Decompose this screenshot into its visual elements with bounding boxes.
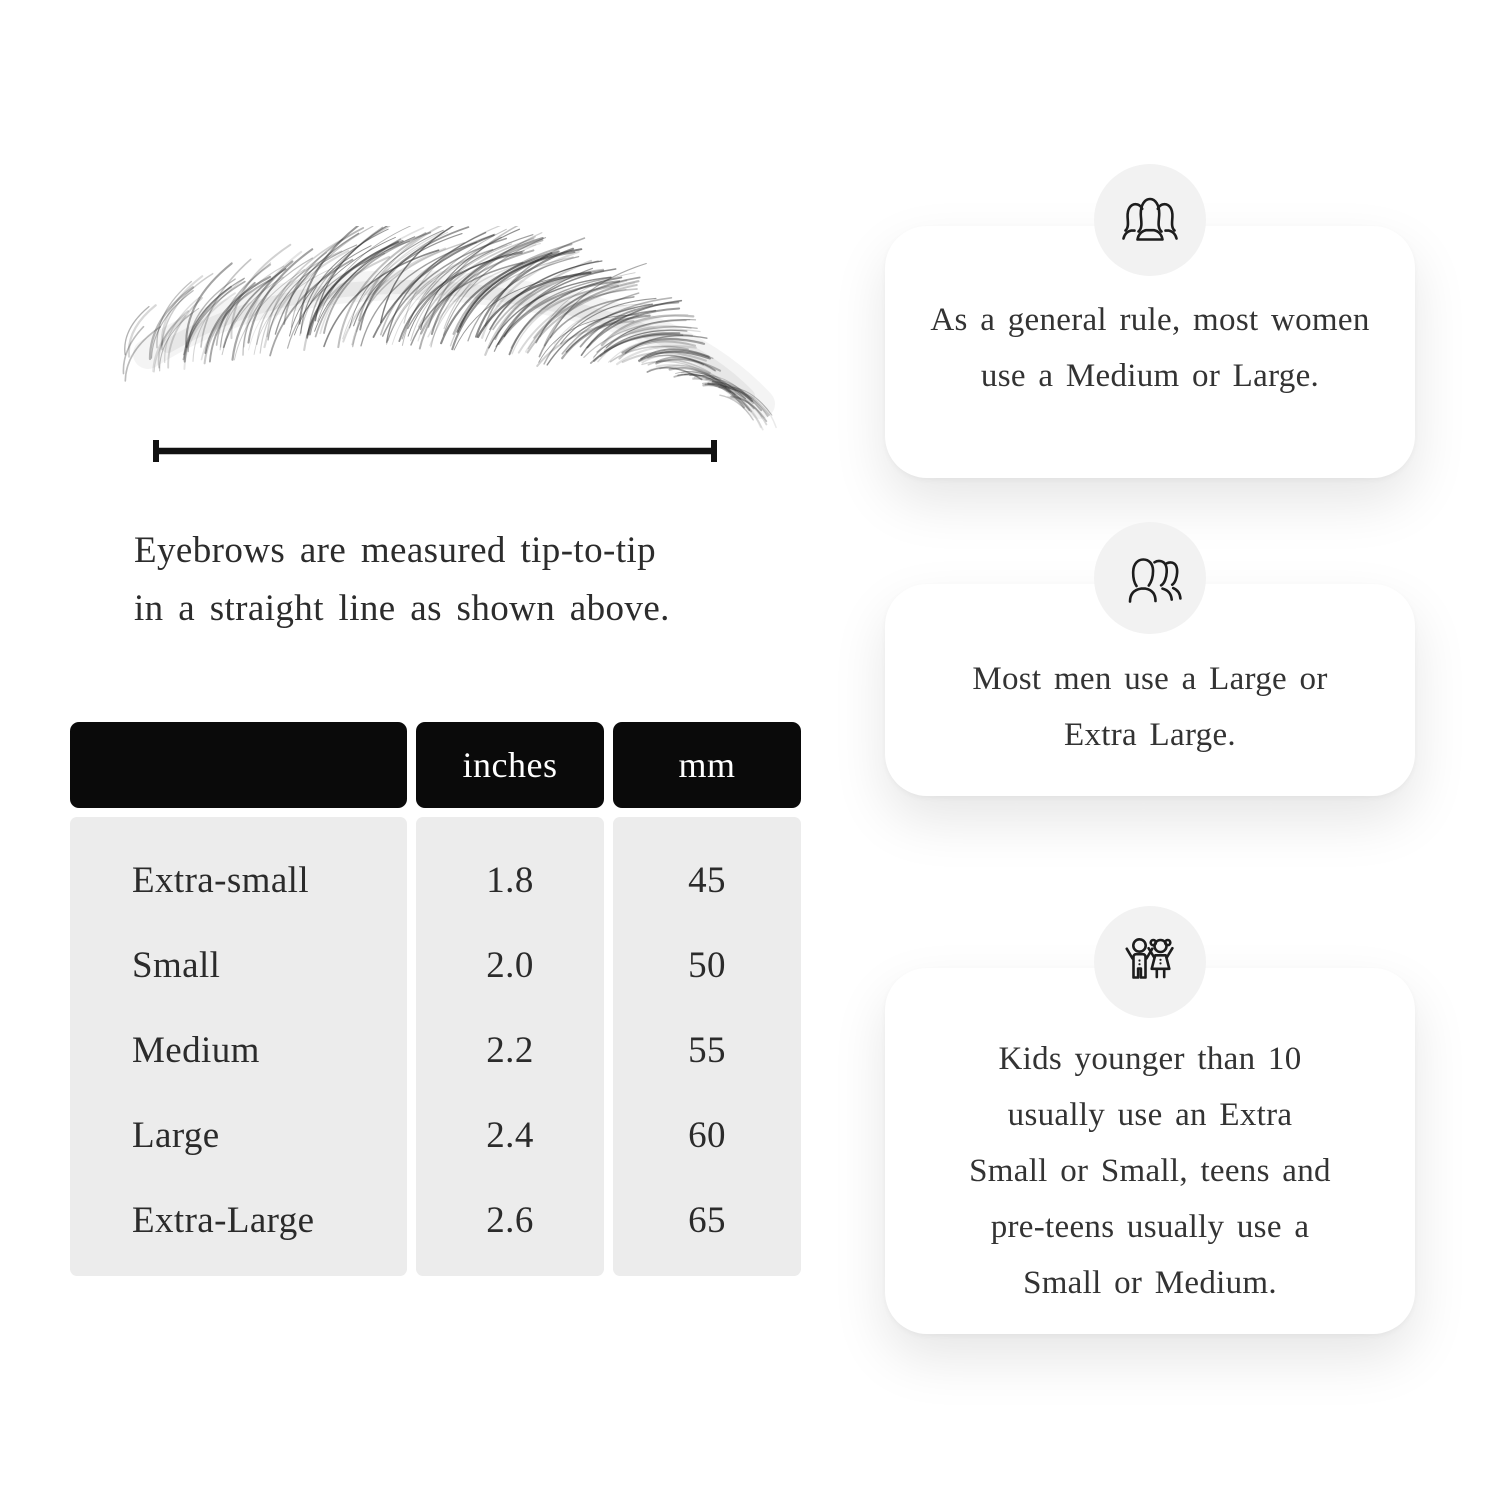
kids-icon	[1125, 938, 1174, 979]
info-card-men: Most men use a Large or Extra Large.	[885, 522, 1415, 796]
size-label: Small	[132, 945, 221, 986]
mm-value: 55	[688, 1030, 726, 1071]
measurement-caption: Eyebrows are measured tip-to-tip in a st…	[134, 522, 670, 637]
info-card-women: As a general rule, most women use a Medi…	[885, 164, 1415, 478]
women-icon-circle	[1094, 164, 1206, 276]
card-text-line: pre-teens usually use a	[990, 1209, 1310, 1246]
card-text-line: Kids younger than 10	[998, 1040, 1302, 1077]
inches-value: 2.4	[486, 1115, 534, 1156]
card-text-line: use a Medium or Large.	[980, 358, 1320, 394]
info-card-kids: Kids younger than 10 usually use an Extr…	[885, 906, 1415, 1334]
mm-value: 60	[688, 1115, 726, 1156]
inches-value: 2.0	[486, 945, 534, 986]
inches-column: 1.8 2.0 2.2 2.4 2.6	[416, 817, 604, 1276]
card-text-line: Small or Medium.	[1023, 1265, 1277, 1302]
size-table: inches mm Extra-small Small Medium Large…	[70, 722, 801, 1276]
size-label: Extra-Large	[132, 1200, 315, 1241]
mm-value: 65	[688, 1200, 726, 1241]
size-label: Medium	[132, 1030, 260, 1071]
mm-value: 50	[688, 945, 726, 986]
header-cell-mm: mm	[613, 722, 801, 808]
measurement-line	[153, 440, 717, 462]
caption-line-2: in a straight line as shown above.	[134, 587, 670, 629]
caption-line-1: Eyebrows are measured tip-to-tip	[134, 530, 656, 571]
card-text-line: As a general rule, most women	[930, 301, 1370, 338]
card-text-kids: Kids younger than 10 usually use an Extr…	[885, 968, 1415, 1334]
size-label: Extra-small	[132, 860, 310, 901]
inches-value: 1.8	[486, 860, 534, 901]
inches-value: 2.6	[486, 1200, 534, 1241]
header-cell-blank	[70, 722, 407, 808]
men-icon-circle	[1094, 522, 1206, 634]
women-icon	[1122, 197, 1178, 241]
men-icon	[1128, 558, 1182, 603]
card-text-line: Small or Small, teens and	[969, 1152, 1331, 1189]
size-label: Large	[132, 1115, 220, 1156]
card-text-line: Most men use a Large or	[972, 660, 1328, 697]
mm-column: 45 50 55 60 65	[613, 817, 801, 1276]
card-text-line: usually use an Extra	[1007, 1096, 1293, 1133]
size-name-column: Extra-small Small Medium Large Extra-Lar…	[70, 817, 407, 1276]
mm-value: 45	[688, 860, 726, 901]
eyebrow-illustration	[122, 226, 777, 431]
inches-value: 2.2	[486, 1030, 534, 1071]
card-text-line: Extra Large.	[1064, 717, 1236, 753]
header-cell-inches: inches	[416, 722, 604, 808]
kids-icon-circle	[1094, 906, 1206, 1018]
